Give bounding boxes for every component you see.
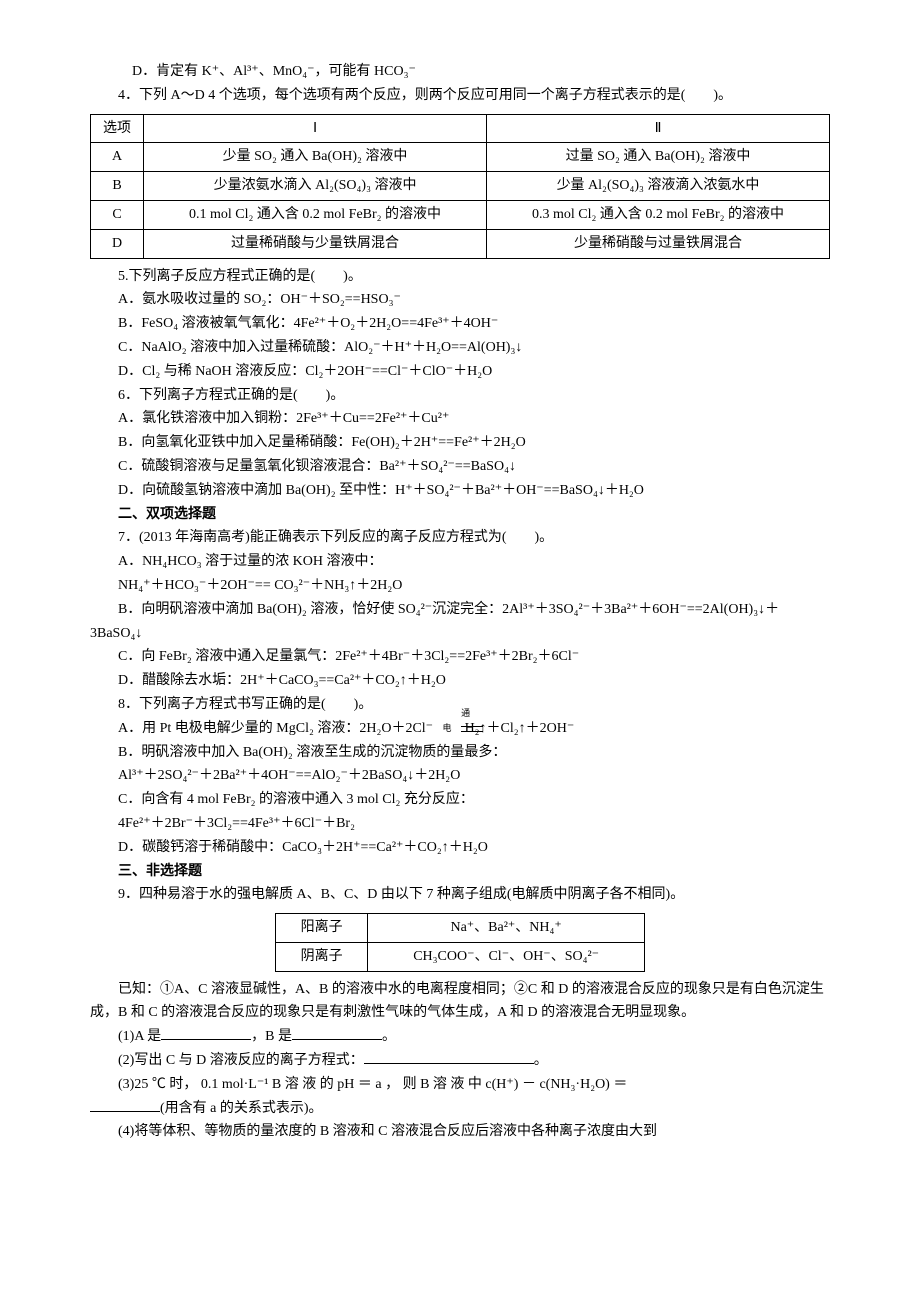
q4-d-0: D xyxy=(91,229,144,258)
q4-a-0: A xyxy=(91,143,144,172)
q6-a: A．氯化铁溶液中加入铜粉：2Fe³⁺＋Cu==2Fe²⁺＋Cu²⁺ xyxy=(90,407,830,431)
q8-d: D．碳酸钙溶于稀硝酸中：CaCO₃＋2H⁺==Ca²⁺＋CO₂↑＋H₂O xyxy=(90,836,830,860)
q3-option-d: D．肯定有 K⁺、Al³⁺、MnO₄⁻，可能有 HCO₃⁻ xyxy=(90,60,830,84)
q5-a: A．氨水吸收过量的 SO₂：OH⁻＋SO₂==HSO₃⁻ xyxy=(90,288,830,312)
q9-p3: (3)25 ℃ 时， 0.1 mol·L⁻¹ B 溶 液 的 pH ＝ a ， … xyxy=(90,1073,830,1121)
q6-c: C．硫酸铜溶液与足量氢氧化钡溶液混合：Ba²⁺＋SO₄²⁻==BaSO₄↓ xyxy=(90,455,830,479)
q4-a-1: 少量 SO₂ 通入 Ba(OH)₂ 溶液中 xyxy=(144,143,487,172)
q9-p1b: ，B 是 xyxy=(251,1029,292,1044)
q6-d: D．向硫酸氢钠溶液中滴加 Ba(OH)₂ 至中性：H⁺＋SO₄²⁻＋Ba²⁺＋O… xyxy=(90,479,830,503)
q8-b1: B．明矾溶液中加入 Ba(OH)₂ 溶液至生成的沉淀物质的量最多： xyxy=(90,741,830,765)
q7-stem: 7．(2013 年海南高考)能正确表示下列反应的离子反应方程式为( )。 xyxy=(90,526,830,550)
section-2-heading: 二、双项选择题 xyxy=(90,503,830,527)
table-row: A 少量 SO₂ 通入 Ba(OH)₂ 溶液中 过量 SO₂ 通入 Ba(OH)… xyxy=(91,143,830,172)
q4-table: 选项 Ⅰ Ⅱ A 少量 SO₂ 通入 Ba(OH)₂ 溶液中 过量 SO₂ 通入… xyxy=(90,114,830,259)
q9-stem: 9．四种易溶于水的强电解质 A、B、C、D 由以下 7 种离子组成(电解质中阴离… xyxy=(90,883,830,907)
q4-c-0: C xyxy=(91,200,144,229)
table-row: D 过量稀硝酸与少量铁屑混合 少量稀硝酸与过量铁屑混合 xyxy=(91,229,830,258)
q5-c: C．NaAlO₂ 溶液中加入过量稀硫酸：AlO₂⁻＋H⁺＋H₂O==Al(OH)… xyxy=(90,336,830,360)
q9-p1c: 。 xyxy=(382,1029,396,1044)
q9-p2: (2)写出 C 与 D 溶液反应的离子方程式： 。 xyxy=(90,1049,830,1073)
q6-b: B．向氢氧化亚铁中加入足量稀硝酸：Fe(OH)₂＋2H⁺==Fe²⁺＋2H₂O xyxy=(90,431,830,455)
table-row: 阴离子 CH₃COO⁻、Cl⁻、OH⁻、SO₄²⁻ xyxy=(276,942,645,971)
q9-p4: (4)将等体积、等物质的量浓度的 B 溶液和 C 溶液混合反应后溶液中各种离子浓… xyxy=(90,1120,830,1144)
q9-p1: (1)A 是 ，B 是 。 xyxy=(90,1025,830,1049)
q5-d: D．Cl₂ 与稀 NaOH 溶液反应：Cl₂＋2OH⁻==Cl⁻＋ClO⁻＋H₂… xyxy=(90,360,830,384)
q8-a-pre: A．用 Pt 电极电解少量的 MgCl₂ 溶液：2H₂O＋2Cl⁻ xyxy=(118,721,433,736)
q9-ion-table: 阳离子 Na⁺、Ba²⁺、NH₄⁺ 阴离子 CH₃COO⁻、Cl⁻、OH⁻、SO… xyxy=(275,913,645,972)
q9-cation-list: Na⁺、Ba²⁺、NH₄⁺ xyxy=(368,914,645,943)
q4-b-1: 少量浓氨水滴入 Al₂(SO₄)₃ 溶液中 xyxy=(144,172,487,201)
q5-stem: 5.下列离子反应方程式正确的是( )。 xyxy=(90,265,830,289)
table-row: C 0.1 mol Cl₂ 通入含 0.2 mol FeBr₂ 的溶液中 0.3… xyxy=(91,200,830,229)
q9-p3a: (3)25 ℃ 时， 0.1 mol·L⁻¹ B 溶 液 的 pH ＝ a ， … xyxy=(118,1077,627,1092)
q7-c: C．向 FeBr₂ 溶液中通入足量氯气：2Fe²⁺＋4Br⁻＋3Cl₂==2Fe… xyxy=(90,645,830,669)
q4-a-2: 过量 SO₂ 通入 Ba(OH)₂ 溶液中 xyxy=(487,143,830,172)
q9-p2a: (2)写出 C 与 D 溶液反应的离子方程式： xyxy=(118,1053,364,1068)
electrolysis-label: 通电 xyxy=(433,706,461,737)
q9-anion-label: 阴离子 xyxy=(276,942,368,971)
q7-a1: A．NH₄HCO₃ 溶于过量的浓 KOH 溶液中： xyxy=(90,550,830,574)
q5-b: B．FeSO₄ 溶液被氧气氧化：4Fe²⁺＋O₂＋2H₂O==4Fe³⁺＋4OH… xyxy=(90,312,830,336)
q7-a2: NH₄⁺＋HCO₃⁻＋2OH⁻== CO₃²⁻＋NH₃↑＋2H₂O xyxy=(90,574,830,598)
blank-expr[interactable] xyxy=(90,1097,160,1112)
q7-b: B．向明矾溶液中滴加 Ba(OH)₂ 溶液，恰好使 SO₄²⁻沉淀完全：2Al³… xyxy=(90,598,830,646)
q9-p1a: (1)A 是 xyxy=(118,1029,161,1044)
blank-eq[interactable] xyxy=(364,1049,534,1064)
q9-p3b: (用含有 a 的关系式表示)。 xyxy=(160,1101,323,1116)
q9-p2b: 。 xyxy=(534,1053,548,1068)
q9-anion-list: CH₃COO⁻、Cl⁻、OH⁻、SO₄²⁻ xyxy=(368,942,645,971)
q4-c-2: 0.3 mol Cl₂ 通入含 0.2 mol FeBr₂ 的溶液中 xyxy=(487,200,830,229)
blank-b[interactable] xyxy=(292,1025,382,1040)
q4-stem: 4．下列 A～D 4 个选项，每个选项有两个反应，则两个反应可用同一个离子方程式… xyxy=(90,84,830,108)
q8-a: A．用 Pt 电极电解少量的 MgCl₂ 溶液：2H₂O＋2Cl⁻通电 H₂↑＋… xyxy=(90,717,830,741)
table-row: 阳离子 Na⁺、Ba²⁺、NH₄⁺ xyxy=(276,914,645,943)
q4-th-2: Ⅱ xyxy=(487,114,830,143)
q4-th-opt: 选项 xyxy=(91,114,144,143)
q9-cation-label: 阳离子 xyxy=(276,914,368,943)
q8-c1: C．向含有 4 mol FeBr₂ 的溶液中通入 3 mol Cl₂ 充分反应： xyxy=(90,788,830,812)
q4-b-0: B xyxy=(91,172,144,201)
section-3-heading: 三、非选择题 xyxy=(90,860,830,884)
table-row: 选项 Ⅰ Ⅱ xyxy=(91,114,830,143)
q4-c-1: 0.1 mol Cl₂ 通入含 0.2 mol FeBr₂ 的溶液中 xyxy=(144,200,487,229)
q8-b2: Al³⁺＋2SO₄²⁻＋2Ba²⁺＋4OH⁻==AlO₂⁻＋2BaSO₄↓＋2H… xyxy=(90,764,830,788)
q4-d-2: 少量稀硝酸与过量铁屑混合 xyxy=(487,229,830,258)
q8-c2: 4Fe²⁺＋2Br⁻＋3Cl₂==4Fe³⁺＋6Cl⁻＋Br₂ xyxy=(90,812,830,836)
q4-b-2: 少量 Al₂(SO₄)₃ 溶液滴入浓氨水中 xyxy=(487,172,830,201)
blank-a[interactable] xyxy=(161,1025,251,1040)
q7-d: D．醋酸除去水垢：2H⁺＋CaCO₃==Ca²⁺＋CO₂↑＋H₂O xyxy=(90,669,830,693)
q4-th-1: Ⅰ xyxy=(144,114,487,143)
q9-known: 已知：①A、C 溶液显碱性，A、B 的溶液中水的电离程度相同；②C 和 D 的溶… xyxy=(90,978,830,1026)
q4-d-1: 过量稀硝酸与少量铁屑混合 xyxy=(144,229,487,258)
q6-stem: 6．下列离子方程式正确的是( )。 xyxy=(90,384,830,408)
table-row: B 少量浓氨水滴入 Al₂(SO₄)₃ 溶液中 少量 Al₂(SO₄)₃ 溶液滴… xyxy=(91,172,830,201)
